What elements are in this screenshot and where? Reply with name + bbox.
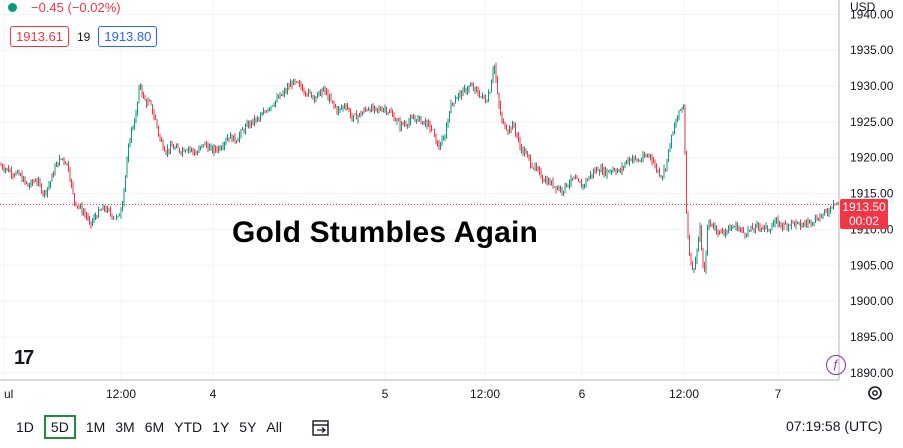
time-tick-label: 7 bbox=[775, 387, 782, 401]
time-tick-label: 12:00 bbox=[669, 387, 699, 401]
last-price-tag: 1913.50 00:02 bbox=[840, 199, 888, 229]
time-tick-label: 5 bbox=[382, 387, 389, 401]
time-tick-label: 12:00 bbox=[470, 387, 500, 401]
date-range-icon[interactable] bbox=[311, 418, 331, 438]
price-tick-label: 1925.00 bbox=[850, 115, 894, 129]
price-tick-label: 1935.00 bbox=[850, 43, 894, 57]
utc-clock[interactable]: 07:19:58 (UTC) bbox=[786, 418, 883, 434]
range-button-all[interactable]: All bbox=[266, 419, 282, 435]
bar-countdown: 00:02 bbox=[848, 214, 880, 228]
time-tick-label: 12:00 bbox=[106, 387, 136, 401]
chart-grid bbox=[0, 0, 839, 380]
range-selector: 1D 5D 1M 3M 6M YTD 1Y 5Y All bbox=[16, 415, 292, 439]
candles bbox=[0, 62, 839, 274]
range-button-ytd[interactable]: YTD bbox=[174, 419, 203, 435]
price-tick-label: 1915.00 bbox=[850, 187, 894, 201]
range-button-1y[interactable]: 1Y bbox=[212, 419, 230, 435]
tradingview-logo-icon[interactable]: 17 bbox=[14, 347, 34, 369]
price-change: −0.45 (−0.02%) bbox=[31, 0, 121, 15]
spread-value: 19 bbox=[77, 29, 91, 44]
time-tick-label: ul bbox=[4, 387, 13, 401]
range-button-1d[interactable]: 1D bbox=[16, 419, 34, 435]
range-button-5d[interactable]: 5D bbox=[43, 415, 76, 439]
price-tick-label: 1930.00 bbox=[850, 79, 894, 93]
range-button-5y[interactable]: 5Y bbox=[239, 419, 257, 435]
time-tick-label: 4 bbox=[210, 387, 217, 401]
price-tick-label: 1890.00 bbox=[850, 366, 894, 380]
range-button-6m[interactable]: 6M bbox=[144, 419, 165, 435]
currency-label[interactable]: USD bbox=[850, 0, 876, 14]
time-axis: ul 12:00 4 5 12:00 6 12:00 7 bbox=[4, 387, 782, 401]
headline: Gold Stumbles Again bbox=[232, 216, 539, 249]
bid-price-button[interactable]: 1913.61 bbox=[10, 26, 69, 47]
time-tick-label: 6 bbox=[579, 387, 586, 401]
ask-price-button[interactable]: 1913.80 bbox=[98, 26, 158, 47]
bid-ask-quotes: 1913.61 19 1913.80 bbox=[10, 26, 158, 47]
price-tick-label: 1900.00 bbox=[850, 294, 894, 308]
range-button-3m[interactable]: 3M bbox=[115, 419, 135, 435]
last-price-value: 1913.50 bbox=[842, 200, 886, 214]
market-status-icon bbox=[8, 3, 17, 12]
price-tick-label: 1905.00 bbox=[850, 258, 894, 272]
indicator-badge-icon[interactable]: ƒ bbox=[826, 355, 846, 375]
settings-gear-icon[interactable] bbox=[866, 384, 884, 402]
price-tick-label: 1895.00 bbox=[850, 330, 894, 344]
price-tick-label: 1940.00 bbox=[850, 7, 894, 21]
price-axis: 1890.001895.001900.001905.001910.001915.… bbox=[850, 7, 894, 379]
price-tick-label: 1920.00 bbox=[850, 151, 894, 165]
range-button-1m[interactable]: 1M bbox=[85, 419, 106, 435]
legend: −0.45 (−0.02%) bbox=[8, 0, 121, 15]
bottom-toolbar: 1D 5D 1M 3M 6M YTD 1Y 5Y All 07:19:58 (UTC) bbox=[0, 406, 903, 448]
